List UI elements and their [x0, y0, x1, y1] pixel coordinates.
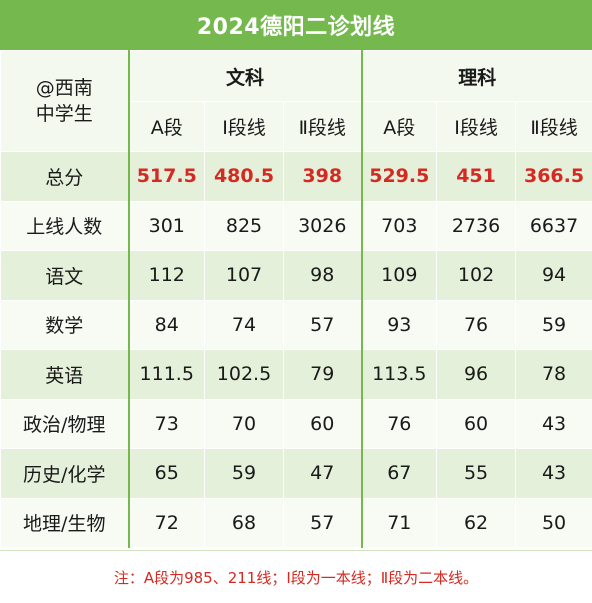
score-cell: 65	[129, 449, 205, 499]
footnote: 注：A段为985、211线；Ⅰ段为一本线；Ⅱ段为二本线。	[0, 550, 592, 603]
sub-header: A段	[362, 102, 437, 152]
row-label: 历史/化学	[1, 449, 129, 499]
score-cell: 93	[362, 300, 437, 350]
sub-header: Ⅱ段线	[284, 102, 362, 152]
score-cell: 109	[362, 251, 437, 301]
score-cell: 74	[205, 300, 284, 350]
score-cell: 2736	[437, 201, 516, 251]
score-cell: 78	[516, 350, 592, 400]
score-cell: 6637	[516, 201, 592, 251]
score-cell: 60	[284, 399, 362, 449]
score-cell: 825	[205, 201, 284, 251]
group-header-like: 理科	[362, 51, 592, 102]
score-cell: 55	[437, 449, 516, 499]
corner-line-2: 中学生	[1, 101, 128, 127]
score-cell: 62	[437, 498, 516, 548]
corner-line-1: @西南	[1, 75, 128, 101]
score-cell: 73	[129, 399, 205, 449]
corner-cell: @西南 中学生	[1, 51, 129, 152]
score-cell: 398	[284, 152, 362, 202]
score-cell: 107	[205, 251, 284, 301]
score-cell: 71	[362, 498, 437, 548]
score-cell: 113.5	[362, 350, 437, 400]
sub-header: Ⅱ段线	[516, 102, 592, 152]
score-cell: 366.5	[516, 152, 592, 202]
sub-header: Ⅰ段线	[205, 102, 284, 152]
score-cell: 517.5	[129, 152, 205, 202]
score-cell: 59	[516, 300, 592, 350]
score-cell: 47	[284, 449, 362, 499]
sub-header: A段	[129, 102, 205, 152]
sub-header: Ⅰ段线	[437, 102, 516, 152]
score-cell: 60	[437, 399, 516, 449]
score-cell: 112	[129, 251, 205, 301]
score-cell: 529.5	[362, 152, 437, 202]
score-cell: 43	[516, 399, 592, 449]
row-label: 地理/生物	[1, 498, 129, 548]
score-cell: 111.5	[129, 350, 205, 400]
row-label: 英语	[1, 350, 129, 400]
score-cell: 72	[129, 498, 205, 548]
score-cell: 76	[437, 300, 516, 350]
row-label: 总分	[1, 152, 129, 202]
score-cell: 50	[516, 498, 592, 548]
score-cell: 3026	[284, 201, 362, 251]
score-cell: 96	[437, 350, 516, 400]
score-cell: 59	[205, 449, 284, 499]
table-title: 2024德阳二诊划线	[0, 0, 592, 50]
score-cell: 43	[516, 449, 592, 499]
row-label: 政治/物理	[1, 399, 129, 449]
score-cell: 102	[437, 251, 516, 301]
score-cell: 94	[516, 251, 592, 301]
score-cell: 70	[205, 399, 284, 449]
score-cell: 480.5	[205, 152, 284, 202]
row-label: 语文	[1, 251, 129, 301]
row-label: 上线人数	[1, 201, 129, 251]
score-cell: 84	[129, 300, 205, 350]
group-header-wenke: 文科	[129, 51, 362, 102]
score-cell: 79	[284, 350, 362, 400]
score-cell: 76	[362, 399, 437, 449]
score-cell: 102.5	[205, 350, 284, 400]
score-cell: 98	[284, 251, 362, 301]
row-label: 数学	[1, 300, 129, 350]
score-cell: 301	[129, 201, 205, 251]
score-cell: 703	[362, 201, 437, 251]
score-cell: 57	[284, 300, 362, 350]
score-cell: 67	[362, 449, 437, 499]
score-cell: 451	[437, 152, 516, 202]
score-cell: 68	[205, 498, 284, 548]
score-cell: 57	[284, 498, 362, 548]
